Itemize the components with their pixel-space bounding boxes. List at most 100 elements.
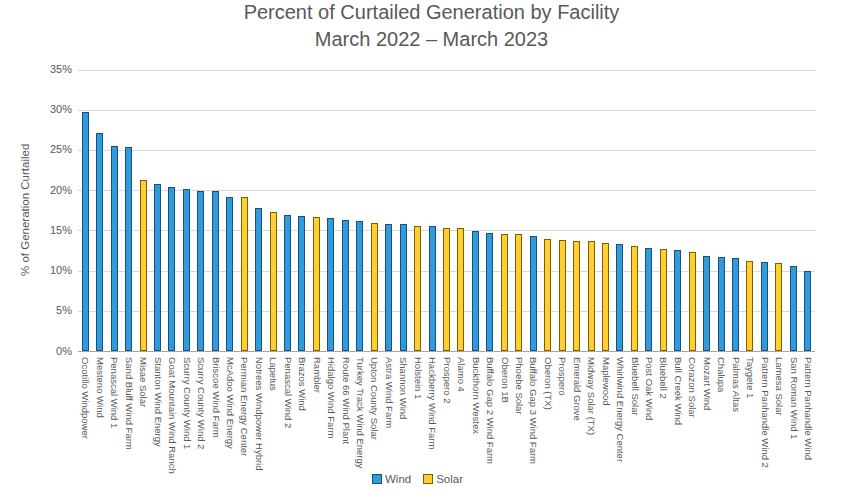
x-axis-category-label: Hidalgo Wind Farm (324, 357, 338, 438)
chart-subtitle: March 2022 – March 2023 (0, 28, 863, 51)
bar-wind (645, 248, 652, 352)
bar-wind (197, 191, 204, 352)
x-axis-category-label: Hackberry Wind Farm (425, 357, 439, 449)
legend-label: Wind (385, 473, 411, 485)
x-axis-category-label: Turkey Track Wind Energy (353, 357, 367, 469)
x-axis-category-label: Post Oak Wind (642, 357, 656, 420)
x-axis-category-label: Mozart Wind (699, 357, 713, 410)
gridline (78, 70, 815, 71)
x-axis-category-label: Holstein 1 (410, 357, 424, 399)
y-axis-tick-label: 15% (32, 224, 72, 236)
bar-wind (168, 187, 175, 352)
y-axis-tick-label: 35% (32, 63, 72, 75)
curtailment-bar-chart: Percent of Curtailed Generation by Facil… (0, 0, 863, 500)
bar-solar (443, 228, 450, 352)
bar-solar (457, 228, 464, 352)
x-axis-category-label: Scurry County Wind 2 (194, 357, 208, 449)
bar-wind (804, 271, 811, 351)
bar-wind (327, 218, 334, 352)
x-axis-category-label: Buffalo Gap 3 Wind Farm (526, 357, 540, 464)
bar-wind (385, 224, 392, 352)
x-axis-category-label: Goat Mountain Wind Ranch (165, 357, 179, 474)
bar-wind (183, 189, 190, 351)
x-axis-category-label: Taygete 1 (743, 357, 757, 398)
bar-wind (342, 220, 349, 352)
x-axis-category-label: Lamesa Solar (772, 357, 786, 416)
legend-label: Solar (436, 473, 463, 485)
legend-item-wind: Wind (372, 473, 411, 485)
bar-solar (660, 249, 667, 351)
y-axis-tick-label: 5% (32, 304, 72, 316)
x-axis-category-label: Oberon 1B (497, 357, 511, 403)
bar-wind (761, 262, 768, 351)
bar-wind (703, 256, 710, 352)
y-axis-tick-label: 0% (32, 345, 72, 357)
bar-wind (226, 197, 233, 351)
bar-solar (631, 246, 638, 351)
legend: Wind Solar (0, 469, 849, 487)
x-axis-category-label: Mesteno Wind (92, 357, 106, 418)
bar-wind (284, 215, 291, 352)
bar-wind (125, 147, 132, 351)
x-axis-category-label: Prospero (555, 357, 569, 396)
bar-wind (82, 112, 89, 352)
gridline (78, 150, 815, 151)
bar-solar (313, 217, 320, 351)
bar-solar (544, 239, 551, 352)
x-axis-category-label: Bluebell Solar (627, 357, 641, 416)
y-axis-tick-label: 30% (32, 103, 72, 115)
bar-solar (588, 241, 595, 351)
x-axis-category-label: Pattern Panhandle Wind 2 (757, 357, 771, 468)
x-axis-category-label: Rambler (309, 357, 323, 393)
x-axis-category-label: Buckthorn Westex (468, 357, 482, 434)
x-axis-category-label: McAdoo Wind Energy (223, 357, 237, 449)
x-axis-category-label: Whirlwind Energy Center (613, 357, 627, 462)
bar-wind (298, 216, 305, 352)
x-axis-category-label: Buffalo Gap 2 Wind Farm (483, 357, 497, 464)
x-axis-category-label: Midway Solar (TX) (584, 357, 598, 435)
x-axis-category-label: Notrees Windpower Hybrid (251, 357, 265, 471)
bar-solar (602, 243, 609, 352)
bar-solar (775, 263, 782, 351)
bar-solar (515, 234, 522, 351)
bar-wind (96, 133, 103, 352)
bar-solar (241, 197, 248, 351)
x-axis-category-label: Bluebell 2 (656, 357, 670, 399)
bar-solar (270, 212, 277, 352)
bar-wind (718, 257, 725, 352)
x-axis-category-label: Briscoe Wind Farm (208, 357, 222, 438)
y-axis-tick-label: 25% (32, 143, 72, 155)
x-axis-category-label: Stanton Wind Energy (150, 357, 164, 447)
x-axis-category-label: Penascal Wind 2 (280, 357, 294, 428)
bar-solar (414, 226, 421, 351)
x-axis-category-label: Shannon Wind (396, 357, 410, 419)
x-axis-category-label: Lapetus (266, 357, 280, 391)
bar-wind (790, 266, 797, 351)
legend-swatch-solar (423, 474, 433, 484)
bar-solar (140, 180, 147, 351)
x-axis-category-label: Sand Bluff Wind Farm (121, 357, 135, 450)
bar-wind (674, 250, 681, 351)
bar-wind (429, 226, 436, 351)
x-axis-category-label: Palmas Altas (728, 357, 742, 412)
bar-wind (530, 236, 537, 352)
x-axis-category-label: Brazos Wind (295, 357, 309, 411)
x-axis-category-label: Alamo 4 (454, 357, 468, 392)
bar-solar (689, 252, 696, 352)
x-axis-category-label: Emerald Grove (569, 357, 583, 421)
x-axis-category-label: Bull Creek Wind (670, 357, 684, 425)
y-axis-title: % of Generation Curtailed (19, 146, 31, 276)
x-axis-category-label: Route 66 Wind Plant (338, 357, 352, 444)
bar-wind (472, 231, 479, 352)
bar-wind (212, 191, 219, 351)
bar-solar (501, 234, 508, 351)
x-axis-category-label: Misae Solar (136, 357, 150, 407)
x-axis-category-label: Scurry County Wind 1 (179, 357, 193, 449)
chart-title: Percent of Curtailed Generation by Facil… (0, 1, 863, 24)
bar-solar (559, 240, 566, 352)
bar-wind (255, 208, 262, 352)
bar-wind (616, 244, 623, 352)
x-axis-category-label: Corazon Solar (685, 357, 699, 418)
x-axis-category-label: Oberon (TX) (540, 357, 554, 410)
x-axis-category-label: Permian Energy Center (237, 357, 251, 456)
